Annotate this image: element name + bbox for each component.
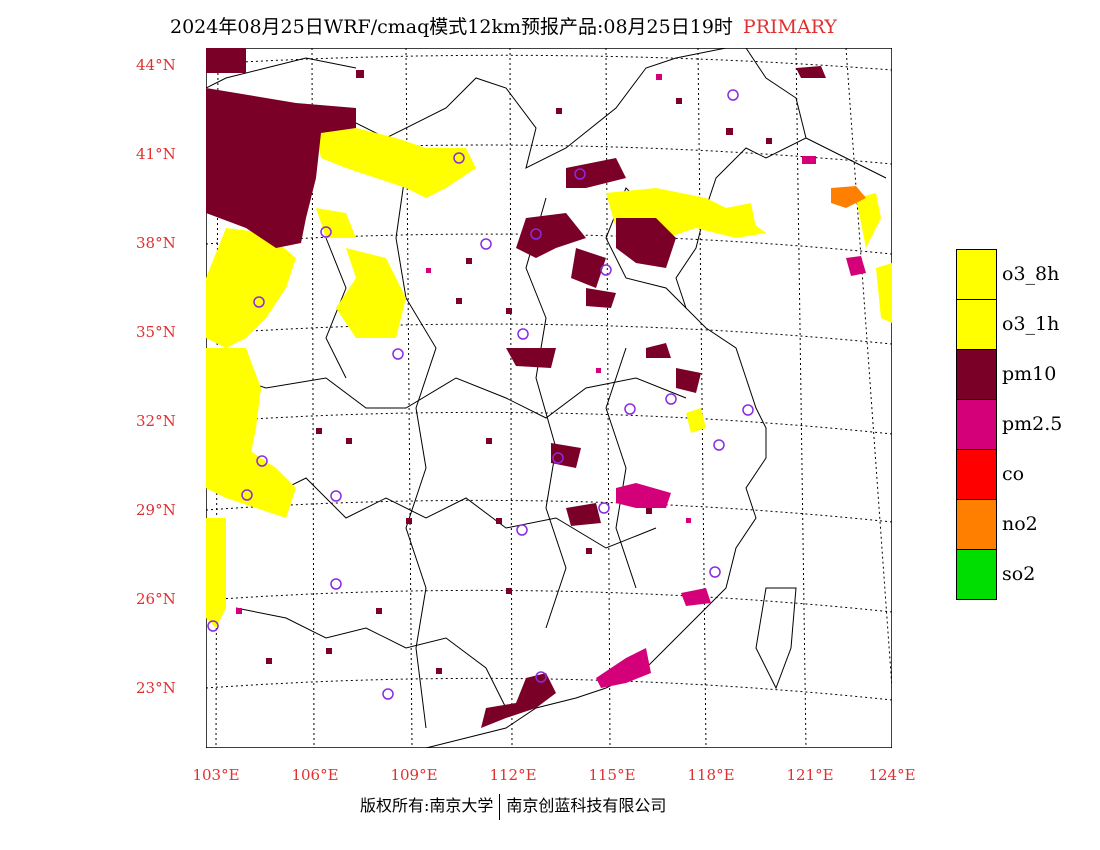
lon-label-109: 109°E bbox=[390, 766, 438, 784]
lon-label-106: 106°E bbox=[291, 766, 339, 784]
lat-label-38: 38°N bbox=[136, 234, 176, 252]
pm25-scatter bbox=[236, 74, 691, 614]
legend-item-no2: no2 bbox=[956, 499, 1100, 550]
lon-label-112: 112°E bbox=[489, 766, 537, 784]
lat-label-29: 29°N bbox=[136, 501, 176, 519]
o3-areas bbox=[206, 128, 892, 628]
legend: o3_8h o3_1h pm10 pm2.5 co no2 so2 bbox=[956, 249, 1100, 600]
legend-label: no2 bbox=[1002, 513, 1038, 535]
legend-label: so2 bbox=[1002, 563, 1036, 585]
legend-swatch bbox=[956, 399, 997, 450]
legend-item-pm10: pm10 bbox=[956, 349, 1100, 400]
copyright: 版权所有:南京大学 南京创蓝科技有限公司 bbox=[360, 792, 666, 820]
map-border bbox=[206, 48, 892, 748]
copyright-separator bbox=[499, 793, 501, 820]
primary-label: PRIMARY bbox=[742, 16, 837, 38]
lon-label-121: 121°E bbox=[786, 766, 834, 784]
legend-label: o3_8h bbox=[1002, 263, 1060, 285]
legend-item-o3-1h: o3_1h bbox=[956, 299, 1100, 350]
lat-label-44: 44°N bbox=[136, 56, 176, 74]
lon-label-115: 115°E bbox=[588, 766, 636, 784]
legend-label: pm10 bbox=[1002, 363, 1057, 385]
legend-item-co: co bbox=[956, 449, 1100, 500]
legend-swatch bbox=[956, 299, 997, 350]
lat-label-35: 35°N bbox=[136, 323, 176, 341]
copyright-owner: 版权所有:南京大学 bbox=[360, 796, 494, 815]
forecast-map bbox=[206, 48, 892, 748]
no2-areas bbox=[831, 186, 866, 208]
legend-label: pm2.5 bbox=[1002, 413, 1063, 435]
pm10-areas bbox=[206, 48, 826, 728]
lon-label-103: 103°E bbox=[192, 766, 240, 784]
lat-label-26: 26°N bbox=[136, 590, 176, 608]
legend-swatch bbox=[956, 499, 997, 550]
lon-label-118: 118°E bbox=[687, 766, 735, 784]
station-markers bbox=[207, 89, 754, 700]
lat-label-23: 23°N bbox=[136, 679, 176, 697]
copyright-company: 南京创蓝科技有限公司 bbox=[506, 796, 667, 815]
legend-label: co bbox=[1002, 463, 1025, 485]
pm25-areas bbox=[596, 156, 866, 688]
legend-item-pm2-5: pm2.5 bbox=[956, 399, 1100, 450]
pm10-scatter bbox=[266, 70, 772, 674]
title-text: 2024年08月25日WRF/cmaq模式12km预报产品:08月25日19时 bbox=[170, 16, 733, 38]
legend-swatch bbox=[956, 349, 997, 400]
lon-label-124: 124°E bbox=[868, 766, 916, 784]
lat-label-41: 41°N bbox=[136, 145, 176, 163]
legend-item-o3-8h: o3_8h bbox=[956, 249, 1100, 300]
legend-label: o3_1h bbox=[1002, 313, 1060, 335]
legend-swatch bbox=[956, 549, 997, 600]
legend-item-so2: so2 bbox=[956, 549, 1100, 600]
legend-swatch bbox=[956, 449, 997, 500]
map-title: 2024年08月25日WRF/cmaq模式12km预报产品:08月25日19时 P… bbox=[170, 12, 837, 39]
legend-swatch bbox=[956, 249, 997, 300]
lat-label-32: 32°N bbox=[136, 412, 176, 430]
